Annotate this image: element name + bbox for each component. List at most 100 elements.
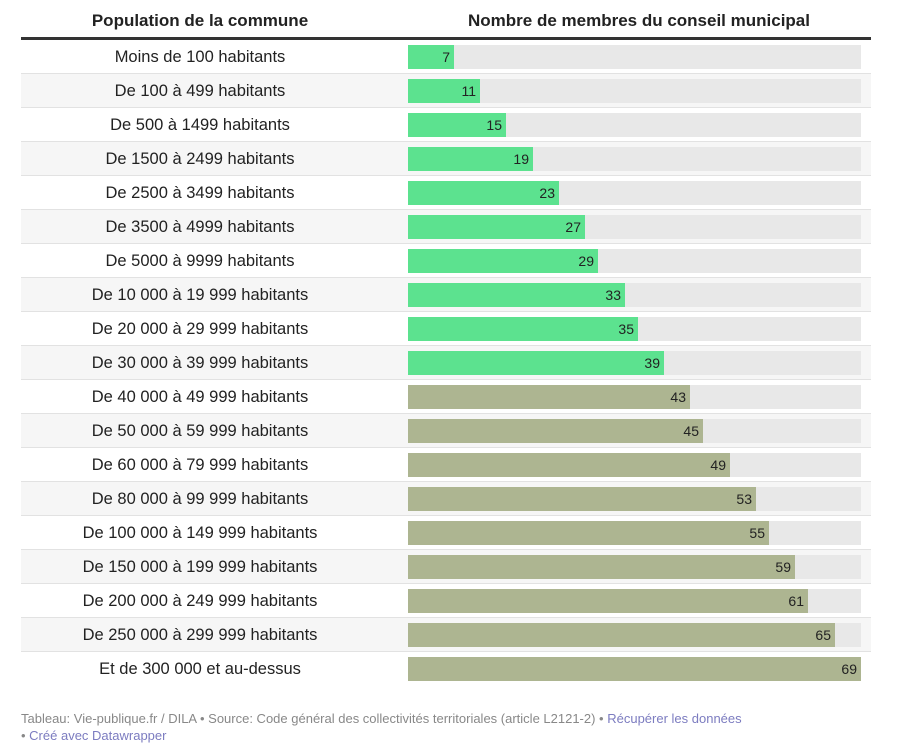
- population-label: De 100 à 499 habitants: [114, 82, 286, 100]
- header-council-members[interactable]: Nombre de membres du conseil municipal: [468, 11, 810, 30]
- bar-value-label: 33: [605, 287, 621, 303]
- population-label: Moins de 100 habitants: [114, 48, 286, 66]
- bar-track: 11: [408, 79, 861, 103]
- bar: [408, 521, 769, 545]
- table-row: De 100 à 499 habitants 11: [21, 74, 871, 108]
- table-row: De 10 000 à 19 999 habitants 33: [21, 278, 871, 312]
- bar: [408, 487, 756, 511]
- bar-value-label: 69: [841, 661, 857, 677]
- bar-value-label: 45: [683, 423, 699, 439]
- table-row: De 60 000 à 79 999 habitants 49: [21, 448, 871, 482]
- population-label: De 60 000 à 79 999 habitants: [91, 456, 309, 474]
- table-header: Population de la commune Nombre de membr…: [21, 0, 871, 40]
- bar: [408, 419, 703, 443]
- bar-track: 45: [408, 419, 861, 443]
- table-row: De 50 000 à 59 999 habitants 45: [21, 414, 871, 448]
- table-body: Moins de 100 habitants 7 De 100 à 499 habi…: [21, 40, 871, 686]
- bar-value-label: 39: [644, 355, 660, 371]
- bar-track: 69: [408, 657, 861, 681]
- bar-track: 15: [408, 113, 861, 137]
- bar-track: 27: [408, 215, 861, 239]
- table-row: De 2500 à 3499 habitants 23: [21, 176, 871, 210]
- bar: [408, 351, 664, 375]
- population-label: De 50 000 à 59 999 habitants: [91, 422, 309, 440]
- bar-value-label: 53: [736, 491, 752, 507]
- table-row: De 100 000 à 149 999 habitants 55: [21, 516, 871, 550]
- bar-track: 61: [408, 589, 861, 613]
- bar-track: 59: [408, 555, 861, 579]
- bar-track: 19: [408, 147, 861, 171]
- bar-track: 33: [408, 283, 861, 307]
- bar-value-label: 59: [775, 559, 791, 575]
- bar-value-label: 19: [513, 151, 529, 167]
- table-row: De 500 à 1499 habitants 15: [21, 108, 871, 142]
- bar: [408, 453, 730, 477]
- population-label: De 5000 à 9999 habitants: [105, 252, 295, 270]
- population-label: Et de 300 000 et au-dessus: [99, 660, 301, 678]
- bar: [408, 385, 690, 409]
- bar-track: 43: [408, 385, 861, 409]
- population-label: De 40 000 à 49 999 habitants: [91, 388, 309, 406]
- table-row: De 150 000 à 199 999 habitants 59: [21, 550, 871, 584]
- bar-track: 65: [408, 623, 861, 647]
- table-row: Et de 300 000 et au-dessus 69: [21, 652, 871, 686]
- population-label: De 10 000 à 19 999 habitants: [91, 286, 309, 304]
- population-label: De 3500 à 4999 habitants: [105, 218, 295, 236]
- table-row: De 5000 à 9999 habitants 29: [21, 244, 871, 278]
- bar-track: 55: [408, 521, 861, 545]
- bar: [408, 147, 533, 171]
- bar: [408, 215, 585, 239]
- table-row: De 20 000 à 29 999 habitants 35: [21, 312, 871, 346]
- bar: [408, 623, 835, 647]
- population-label: De 1500 à 2499 habitants: [105, 150, 295, 168]
- population-label: De 30 000 à 39 999 habitants: [91, 354, 309, 372]
- download-data-link[interactable]: Récupérer les données: [607, 711, 742, 726]
- bar-value-label: 35: [618, 321, 634, 337]
- bar-track: 7: [408, 45, 861, 69]
- bar-track: 53: [408, 487, 861, 511]
- population-label: De 500 à 1499 habitants: [110, 116, 290, 134]
- bar-value-label: 61: [788, 593, 804, 609]
- bar-value-label: 65: [815, 627, 831, 643]
- bar: [408, 79, 480, 103]
- bar: [408, 283, 625, 307]
- bar-value-label: 55: [749, 525, 765, 541]
- bar-value-label: 15: [486, 117, 502, 133]
- population-label: De 200 000 à 249 999 habitants: [82, 592, 318, 610]
- footer-separator: •: [21, 728, 30, 743]
- bar: [408, 181, 559, 205]
- bar: [408, 589, 808, 613]
- population-label: De 100 000 à 149 999 habitants: [82, 524, 318, 542]
- footer-source: Tableau: Vie-publique.fr / DILA • Source…: [21, 711, 608, 726]
- bar-value-label: 23: [539, 185, 555, 201]
- bar-track: 35: [408, 317, 861, 341]
- footer-notes: Tableau: Vie-publique.fr / DILA • Source…: [21, 710, 881, 744]
- bar-value-label: 27: [565, 219, 581, 235]
- bar-track: 39: [408, 351, 861, 375]
- bar-value-label: 7: [442, 49, 450, 65]
- population-label: De 250 000 à 299 999 habitants: [82, 626, 318, 644]
- bar: [408, 249, 598, 273]
- bar-value-label: 49: [710, 457, 726, 473]
- header-population[interactable]: Population de la commune: [91, 11, 309, 30]
- bar-track: 23: [408, 181, 861, 205]
- bar: [408, 45, 454, 69]
- bar-value-label: 11: [461, 83, 476, 99]
- table-row: Moins de 100 habitants 7: [21, 40, 871, 74]
- bar: [408, 555, 795, 579]
- population-council-table: Population de la commune Nombre de membr…: [21, 0, 871, 686]
- table-row: De 30 000 à 39 999 habitants 39: [21, 346, 871, 380]
- population-label: De 20 000 à 29 999 habitants: [91, 320, 309, 338]
- bar: [408, 657, 861, 681]
- bar-track: 29: [408, 249, 861, 273]
- population-label: De 80 000 à 99 999 habitants: [91, 490, 309, 508]
- table-row: De 40 000 à 49 999 habitants 43: [21, 380, 871, 414]
- population-label: De 150 000 à 199 999 habitants: [82, 558, 318, 576]
- table-row: De 250 000 à 299 999 habitants 65: [21, 618, 871, 652]
- table-row: De 80 000 à 99 999 habitants 53: [21, 482, 871, 516]
- bar: [408, 113, 506, 137]
- bar-value-label: 29: [578, 253, 594, 269]
- bar-track: 49: [408, 453, 861, 477]
- table-row: De 1500 à 2499 habitants 19: [21, 142, 871, 176]
- datawrapper-link[interactable]: Créé avec Datawrapper: [29, 728, 167, 743]
